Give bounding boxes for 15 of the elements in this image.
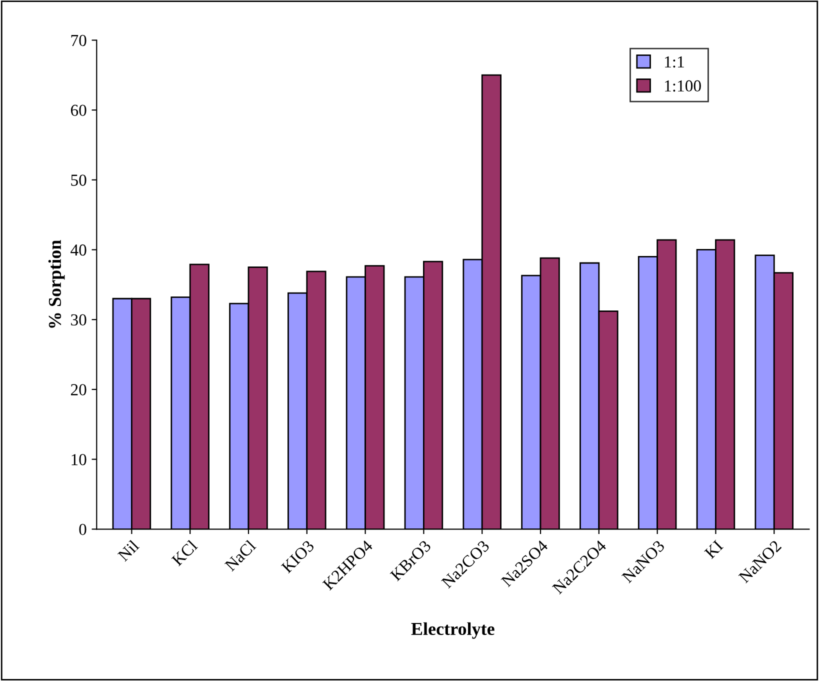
- y-tick-label: 0: [79, 524, 86, 536]
- y-tick-label: 20: [70, 384, 86, 396]
- y-tick-label: 70: [71, 34, 86, 46]
- x-axis-title: Electrolyte: [411, 622, 494, 639]
- x-tick-label: Nil: [116, 539, 140, 562]
- x-tick-label: KCl: [170, 539, 198, 566]
- y-tick-label: 30: [71, 314, 86, 326]
- y-tick-label: 10: [72, 454, 86, 466]
- x-tick-label: KI: [704, 540, 724, 560]
- y-tick-label: 60: [70, 104, 86, 116]
- y-tick-label: 40: [70, 244, 86, 256]
- y-tick-label: 50: [71, 174, 86, 186]
- legend-label: 1:100: [665, 80, 701, 92]
- legend-label: 1:1: [665, 56, 684, 68]
- y-axis-title: % Sorption: [48, 240, 65, 328]
